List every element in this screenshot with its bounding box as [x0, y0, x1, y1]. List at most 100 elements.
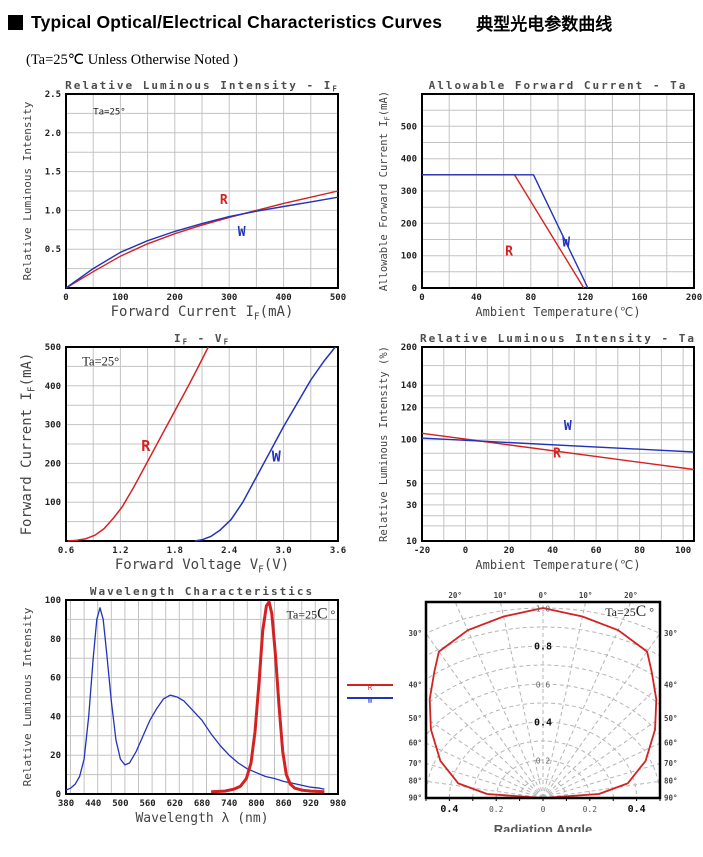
y-tick-label: 0	[56, 790, 61, 800]
x-tick-label: 800	[248, 799, 264, 809]
chart-title: Allowable Forward Current - Ta	[429, 80, 688, 92]
legend-item-r: R	[345, 684, 395, 692]
polar-arc	[448, 721, 638, 798]
spectrum-legend: R W	[345, 684, 395, 710]
angle-label-side: 70°	[408, 759, 422, 768]
legend-label-r: R	[367, 684, 373, 692]
chart-allowable-forward-current-ta: 0 40 80 120 160 200 0 100 200 300 400 500 R W Allowabl…	[378, 80, 702, 319]
curve-label-W: W	[238, 225, 246, 240]
x-tick-label: 80	[525, 293, 536, 303]
x-axis-label: Forward Voltage VF(V)	[115, 557, 289, 575]
y-tick-label: 0	[412, 284, 417, 294]
y-tick-label: 40	[50, 712, 61, 722]
legend-label-w: W	[367, 697, 373, 705]
section-bullet-icon	[8, 15, 23, 30]
legend-line-blue	[347, 697, 393, 699]
angle-label-side: 40°	[664, 680, 678, 689]
legend-item-w: W	[345, 697, 395, 705]
curve-R	[422, 174, 585, 289]
chart-title: Relative Luminous Intensity - Ta	[420, 333, 696, 345]
angle-label-side: 40°	[408, 680, 422, 689]
chart-radiation-angle: 20° 10° 0° 10° 20° 30° 30° 40° 40° 50° 50° 60° 60° 70…	[408, 591, 678, 832]
x-tick-label: 60	[591, 546, 602, 556]
y-axis-label: Relative Luminous Intensity (%)	[378, 346, 390, 542]
x-axis-label: Forward Current IF(mA)	[111, 304, 294, 322]
polar-arc	[426, 645, 660, 681]
y-tick-label: 80	[50, 635, 61, 645]
x-tick-label: 920	[303, 799, 319, 809]
radius-value-label: 0.6	[536, 681, 551, 690]
radius-value-label: 0.4	[534, 718, 552, 729]
curve-label-R: R	[553, 446, 561, 461]
polar-radial-line	[542, 602, 587, 798]
polar-radial-line	[426, 684, 544, 798]
y-tick-label: 500	[45, 343, 61, 353]
curve-R	[211, 600, 325, 794]
y-tick-label: 0.5	[45, 245, 61, 255]
curve-R	[421, 432, 695, 471]
chart-wavelength-characteristics: 380 440 500 560 620 680 740 800 860 920 980 0 20 40 60…	[21, 586, 346, 826]
angle-label-top: 20°	[624, 591, 638, 600]
polar-arc	[426, 664, 660, 706]
angle-label-top: 0°	[538, 591, 547, 600]
chart-cell-relative-luminous-intensity-if: 0 100 200 300 400 500 0.5 1.0 1.5 2.0 2.5 R W Ta=25° R…	[8, 80, 360, 333]
radius-value-label: 0.2	[536, 757, 551, 766]
x-tick-label: 740	[221, 799, 237, 809]
curve-W	[421, 437, 695, 453]
angle-label-side: 60°	[664, 739, 678, 748]
angle-label-side: 90°	[664, 794, 678, 803]
chart-if-vf: 0.6 1.2 1.8 2.4 3.0 3.6 100 200 300 400 500 R W Ta=25…	[20, 333, 346, 575]
y-tick-label: 60	[50, 674, 61, 684]
polar-radial-line	[542, 717, 660, 798]
page-title-chinese: 典型光电参数曲线	[476, 15, 613, 34]
x-tick-label: 620	[167, 799, 183, 809]
angle-label-side: 50°	[408, 714, 422, 723]
y-tick-label: 100	[401, 436, 417, 446]
legend-line-red	[347, 684, 393, 686]
radiation-pattern-curve	[428, 607, 658, 798]
polar-radial-line	[542, 742, 660, 798]
polar-radial-line	[426, 742, 544, 798]
angle-label-side: 60°	[408, 739, 422, 748]
page-title: Typical Optical/Electrical Characteristi…	[31, 12, 443, 32]
x-axis-label: Radiation Angle	[494, 822, 592, 832]
x-tick-label: 500	[112, 799, 128, 809]
y-tick-label: 400	[45, 382, 61, 392]
angle-label-side: 50°	[664, 714, 678, 723]
x-tick-label: 500	[330, 293, 346, 303]
plot-border	[65, 599, 339, 795]
y-tick-label: 1.0	[45, 206, 61, 216]
x-tick-label: 0.6	[58, 546, 74, 556]
polar-arc	[495, 759, 591, 798]
x-tick-label: 560	[139, 799, 155, 809]
y-axis-label: Forward Current IF(mA)	[20, 353, 37, 536]
y-tick-label: 2.5	[45, 90, 61, 100]
annotation-ta: Ta=25C °	[605, 603, 654, 620]
chart-cell-allowable-forward-current-ta: 0 40 80 120 160 200 0 100 200 300 400 500 R W Allowabl…	[360, 80, 702, 333]
angle-label-side: 80°	[408, 777, 422, 786]
y-tick-label: 2.0	[45, 129, 61, 139]
x-tick-label: 100	[675, 546, 691, 556]
x-tick-label: 200	[686, 293, 702, 303]
y-axis-label: Relative Luminous Intensity	[21, 607, 34, 786]
radius-value-label: 0.8	[534, 642, 552, 653]
x-tick-label: 120	[577, 293, 593, 303]
annotation-ta: Ta=25C °	[286, 606, 335, 623]
annotation-ta: Ta=25°	[82, 355, 119, 369]
x-axis-label: Ambient Temperature(℃)	[475, 305, 640, 319]
curve-label-W: W	[562, 236, 570, 251]
chart-cell-wavelength-characteristics: 380 440 500 560 620 680 740 800 860 920 980 0 20 40 60…	[8, 586, 360, 842]
y-tick-label: 50	[406, 480, 417, 490]
x-tick-label: 3.6	[330, 546, 346, 556]
curve-label-W: W	[272, 448, 282, 466]
x-tick-label: 680	[194, 799, 210, 809]
chart-title: IF - VF	[174, 333, 230, 347]
x-tick-label: -20	[414, 546, 430, 556]
chart-cell-relative-luminous-intensity-ta: -20 0 20 40 60 80 100 200 140 120 100 50 30 10 W R Relat…	[360, 333, 695, 586]
y-tick-label: 30	[406, 501, 417, 511]
x-tick-label: 160	[631, 293, 647, 303]
x-tick-label: 380	[58, 799, 74, 809]
y-axis-label: Allowable Forward Current IF(mA)	[378, 91, 392, 291]
chart-title: Relative Luminous Intensity - IF	[65, 80, 339, 94]
